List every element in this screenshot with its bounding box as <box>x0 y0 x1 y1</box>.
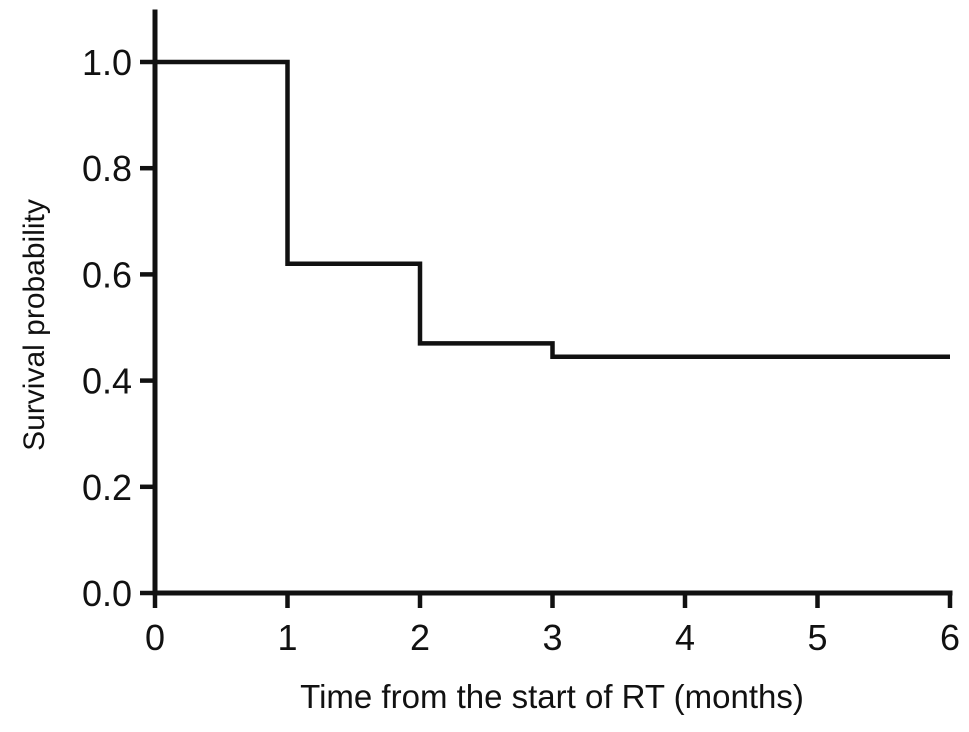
curve-layer <box>155 59 950 359</box>
x-tick-label: 1 <box>277 617 297 658</box>
y-tick-label: 1.0 <box>82 42 132 83</box>
x-tick-label: 4 <box>675 617 695 658</box>
y-axis-title: Survival probability <box>18 199 51 451</box>
x-tick-label: 6 <box>940 617 960 658</box>
x-tick-label: 0 <box>145 617 165 658</box>
y-tick-label: 0.0 <box>82 573 132 614</box>
y-tick-label: 0.6 <box>82 254 132 295</box>
y-tick-label: 0.4 <box>82 361 132 402</box>
y-tick-label: 0.8 <box>82 148 132 189</box>
x-tick-label: 5 <box>807 617 827 658</box>
survival-curve <box>155 59 950 359</box>
y-tick-label: 0.2 <box>82 467 132 508</box>
x-tick-label: 3 <box>542 617 562 658</box>
axes-layer <box>152 9 953 596</box>
x-axis-title: Time from the start of RT (months) <box>300 678 804 715</box>
x-tick-label: 2 <box>410 617 430 658</box>
ticks-layer: 0.0 0.2 0.4 0.6 0.8 1.0 0 1 2 3 4 5 6 <box>82 42 960 658</box>
